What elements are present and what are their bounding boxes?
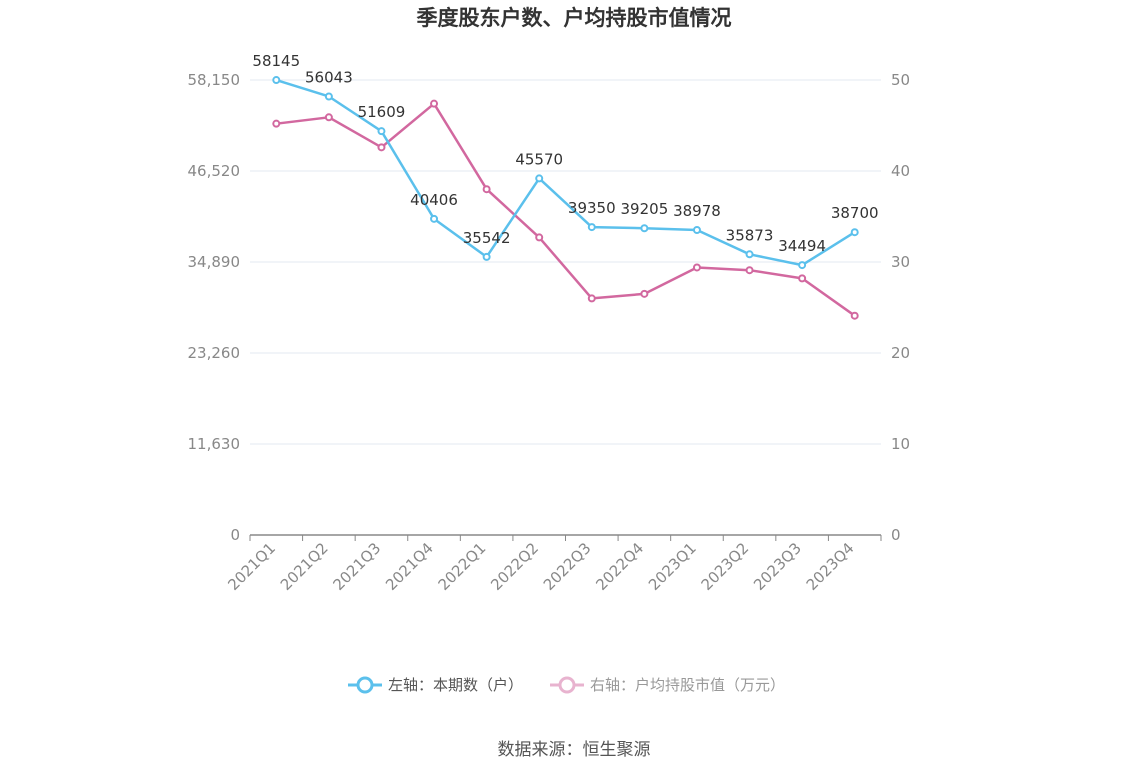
series-points [272, 76, 859, 320]
data-point-right[interactable] [430, 99, 439, 108]
legend-item-left[interactable]: 左轴：本期数（户） [348, 676, 523, 694]
right-axis-tick-label: 10 [891, 435, 910, 453]
data-point-left[interactable] [324, 92, 333, 101]
data-point-right[interactable] [850, 311, 859, 320]
data-point-left[interactable] [482, 252, 491, 261]
left-axis-tick-label: 0 [230, 526, 240, 544]
data-point-left[interactable] [798, 261, 807, 270]
data-label: 35873 [726, 226, 774, 244]
data-point-left[interactable] [587, 223, 596, 232]
x-axis-tick-label: 2023Q1 [645, 539, 700, 594]
left-axis-tick-label: 11,630 [188, 435, 241, 453]
data-point-right[interactable] [692, 263, 701, 272]
left-axis-tick-label: 58,150 [188, 71, 241, 89]
source-note: 数据来源：恒生聚源 [498, 740, 651, 760]
data-label: 45570 [515, 150, 563, 168]
data-point-left[interactable] [535, 174, 544, 183]
left-axis-tick-label: 46,520 [188, 162, 241, 180]
right-axis-tick-label: 20 [891, 344, 910, 362]
data-point-left[interactable] [692, 226, 701, 235]
gridlines [250, 79, 881, 445]
x-axis-tick-label: 2021Q4 [382, 539, 437, 594]
legend-left-label: 左轴：本期数（户） [388, 676, 523, 694]
legend-right-marker [558, 676, 576, 694]
data-label: 56043 [305, 68, 353, 86]
series-line-left [275, 78, 856, 267]
data-point-left[interactable] [640, 224, 649, 233]
data-point-left[interactable] [377, 127, 386, 136]
data-label: 39205 [621, 200, 669, 218]
right-axis-tick-label: 50 [891, 71, 910, 89]
data-label: 34494 [778, 237, 826, 255]
x-axis-tick-label: 2023Q4 [803, 539, 858, 594]
legend-right-label: 右轴：户均持股市值（万元） [590, 676, 785, 694]
series-line-right [276, 102, 856, 317]
data-label: 35542 [463, 229, 511, 247]
chart-title: 季度股东户数、户均持股市值情况 [417, 6, 732, 30]
data-point-right[interactable] [745, 266, 754, 275]
data-point-right[interactable] [640, 289, 649, 298]
data-point-left[interactable] [430, 214, 439, 223]
data-point-right[interactable] [377, 143, 386, 152]
data-point-right[interactable] [798, 274, 807, 283]
x-axis-tick-label: 2022Q3 [540, 539, 595, 594]
right-axis-tick-label: 0 [891, 526, 901, 544]
x-axis-tick-label: 2021Q2 [277, 539, 332, 594]
legend-item-right[interactable]: 右轴：户均持股市值（万元） [550, 676, 785, 694]
data-point-left[interactable] [850, 228, 859, 237]
legend-left-marker [356, 676, 374, 694]
right-axis-tick-label: 30 [891, 253, 910, 271]
data-labels: 58145 56043 51609 40406 35542 45570 39350 39205… [252, 52, 878, 255]
left-axis-tick-label: 34,890 [188, 253, 241, 271]
series-lines [275, 78, 856, 317]
x-axis-tick-label: 2022Q2 [487, 539, 542, 594]
data-point-right[interactable] [324, 113, 333, 122]
data-label: 51609 [358, 103, 406, 121]
left-axis-tick-label: 23,260 [188, 344, 241, 362]
data-point-left[interactable] [745, 250, 754, 259]
data-label: 58145 [252, 52, 300, 70]
data-point-right[interactable] [482, 185, 491, 194]
data-point-right[interactable] [272, 119, 281, 128]
data-point-right[interactable] [535, 233, 544, 242]
right-axis-tick-label: 40 [891, 162, 910, 180]
x-axis-tick-label: 2021Q3 [329, 539, 384, 594]
x-axis-tick-label: 2022Q4 [592, 539, 647, 594]
x-axis-tick-label: 2023Q3 [750, 539, 805, 594]
data-label: 38978 [673, 202, 721, 220]
x-axis-tick-label: 2021Q1 [224, 539, 279, 594]
x-axis-tick-label: 2022Q1 [435, 539, 490, 594]
x-axis-tick-label: 2023Q2 [698, 539, 753, 594]
data-label: 38700 [831, 204, 879, 222]
data-point-left[interactable] [272, 76, 281, 85]
data-label: 40406 [410, 191, 458, 209]
legend: 左轴：本期数（户） 右轴：户均持股市值（万元） [348, 676, 785, 694]
data-point-right[interactable] [587, 294, 596, 303]
data-label: 39350 [568, 199, 616, 217]
